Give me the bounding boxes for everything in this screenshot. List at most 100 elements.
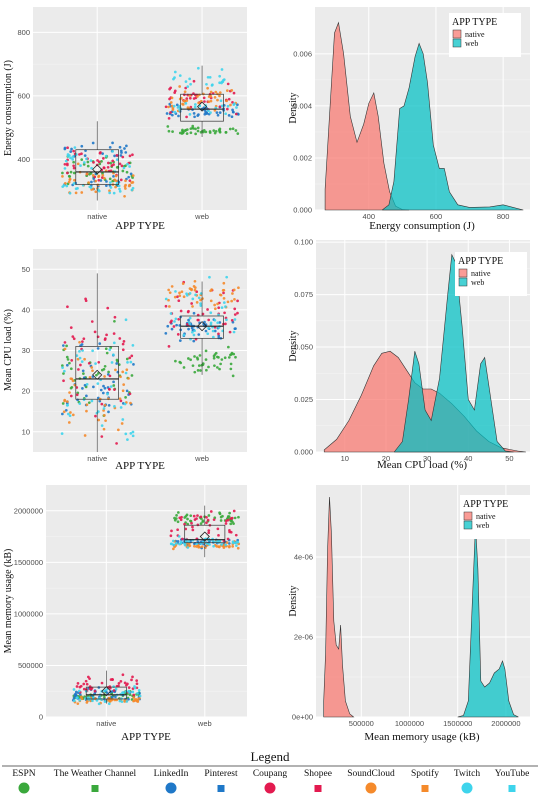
data-point: [106, 306, 110, 310]
data-point: [165, 112, 169, 115]
data-point: [118, 699, 122, 703]
data-point: [207, 95, 211, 98]
data-point: [108, 177, 112, 181]
data-point: [78, 340, 81, 344]
data-point: [81, 349, 84, 352]
data-point: [131, 690, 135, 694]
data-point: [192, 285, 196, 288]
data-point: [177, 535, 181, 538]
data-point: [174, 517, 178, 520]
y-tick-label: 0.050: [294, 343, 313, 352]
data-point: [199, 369, 202, 372]
data-point: [127, 184, 131, 188]
data-point: [104, 347, 108, 351]
data-point: [115, 442, 118, 445]
data-point: [82, 682, 86, 686]
legend-app-name: Twitch: [454, 769, 480, 779]
data-point: [227, 542, 231, 545]
data-point: [72, 688, 76, 691]
data-point: [173, 320, 176, 323]
data-point: [123, 194, 126, 198]
data-point: [110, 678, 114, 681]
data-point: [227, 114, 231, 117]
data-point: [188, 316, 192, 320]
chart-panel-3: 10 20 30 40 50 native web APP TYPE Mean CPU load…: [3, 249, 247, 472]
y-axis-label: Mean memory usage (kB): [3, 549, 14, 654]
data-point: [196, 369, 200, 372]
data-point: [94, 179, 98, 183]
panel-background: [46, 485, 247, 717]
data-point: [127, 175, 131, 179]
data-point: [61, 366, 64, 370]
data-point: [112, 332, 116, 335]
data-point: [103, 375, 106, 378]
data-point: [231, 374, 235, 378]
data-point: [108, 387, 111, 391]
data-point: [127, 686, 131, 690]
data-point: [206, 308, 209, 311]
data-point: [69, 394, 73, 398]
data-point: [82, 161, 86, 164]
data-point: [125, 368, 129, 372]
data-point: [125, 170, 129, 174]
data-point: [75, 393, 79, 397]
data-point: [130, 678, 133, 682]
data-point: [187, 540, 191, 543]
data-point: [66, 403, 69, 407]
data-point: [123, 699, 127, 702]
data-point: [91, 187, 95, 191]
data-point: [207, 326, 210, 330]
data-point: [222, 291, 225, 295]
data-point: [178, 339, 182, 342]
data-point: [88, 375, 92, 379]
data-point: [178, 516, 182, 520]
data-point: [186, 322, 189, 326]
data-point: [220, 80, 224, 84]
data-point: [234, 355, 237, 359]
data-point: [77, 689, 81, 693]
legend-label: web: [476, 521, 489, 530]
data-point: [170, 319, 173, 323]
data-point: [128, 165, 131, 168]
data-point: [121, 418, 125, 421]
data-point: [196, 66, 200, 70]
data-point: [174, 290, 177, 293]
data-point: [197, 364, 201, 367]
data-point: [204, 349, 208, 353]
data-point: [183, 93, 186, 97]
data-point: [168, 87, 171, 91]
data-point: [171, 539, 175, 543]
data-point: [68, 191, 72, 195]
data-point: [218, 321, 222, 324]
data-point: [113, 388, 116, 391]
data-point: [231, 292, 234, 295]
data-point: [120, 700, 124, 704]
data-point: [192, 333, 196, 337]
data-point: [113, 405, 116, 408]
data-point: [92, 161, 95, 164]
data-point: [191, 364, 195, 368]
legend-app-name: LinkedIn: [154, 769, 189, 779]
data-point: [174, 317, 178, 321]
data-point: [121, 348, 125, 352]
data-point: [199, 522, 203, 525]
data-point: [190, 326, 194, 330]
data-point: [97, 418, 101, 422]
data-point: [106, 165, 110, 169]
data-point: [216, 527, 220, 531]
data-point: [118, 337, 122, 340]
data-point: [97, 178, 101, 182]
x-tick-label: 20: [382, 454, 390, 463]
data-point: [196, 129, 200, 133]
data-point: [111, 179, 115, 183]
data-point: [82, 337, 86, 341]
data-point: [71, 413, 75, 417]
data-point: [197, 333, 201, 336]
data-point: [213, 364, 216, 368]
data-point: [63, 146, 67, 150]
data-point: [90, 180, 93, 184]
y-tick-label: 0.002: [293, 154, 312, 163]
data-point: [178, 542, 181, 546]
chart-panel-6: 0e+00 2e-06 4e-06 500000 1000000 1500000 20000…: [288, 485, 532, 743]
data-point: [128, 693, 132, 697]
